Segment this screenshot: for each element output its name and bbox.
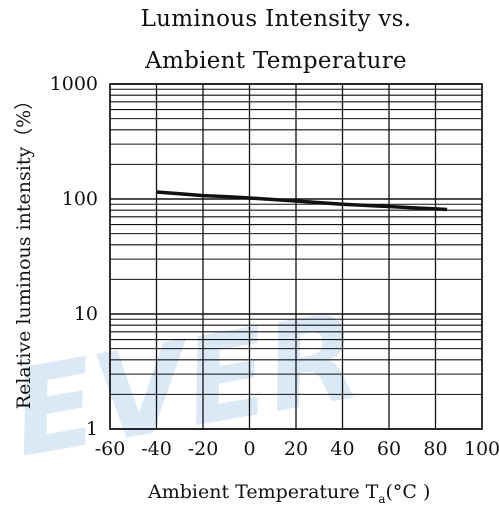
watermark: EVER [2,287,370,485]
y-tick-label: 1000 [50,73,98,95]
tick-labels: -60 -40 -20 0 20 40 60 80 100 1 10 100 1000 [50,73,499,460]
x-tick-label: -20 [188,438,219,460]
x-axis-title-main: Ambient Temperature T [147,481,379,503]
x-axis-title: Ambient Temperature Ta(°C ) [147,481,430,506]
series-layer [156,190,448,212]
x-tick-label: 60 [377,438,401,460]
x-tick-label: -60 [95,438,126,460]
plot-frame [109,83,483,430]
x-axis-title-subscript: a [378,492,385,506]
y-tick-label: 10 [74,303,98,325]
chart-title-line2: Ambient Temperature [144,48,407,74]
series-line [156,190,448,212]
x-tick-label: -40 [141,438,172,460]
y-axis-title: Relative luminous intensity（%） [13,91,35,409]
x-tick-label: 100 [464,438,499,460]
y-tick-label: 1 [86,418,98,440]
x-tick-label: 20 [284,438,308,460]
x-axis-title-unit: (°C ) [385,481,430,503]
x-tick-label: 0 [243,438,255,460]
x-tick-label: 80 [423,438,447,460]
x-tick-label: 40 [330,438,354,460]
chart-title-line1: Luminous Intensity vs. [141,6,412,32]
grid [109,83,483,430]
y-tick-label: 100 [62,188,98,210]
